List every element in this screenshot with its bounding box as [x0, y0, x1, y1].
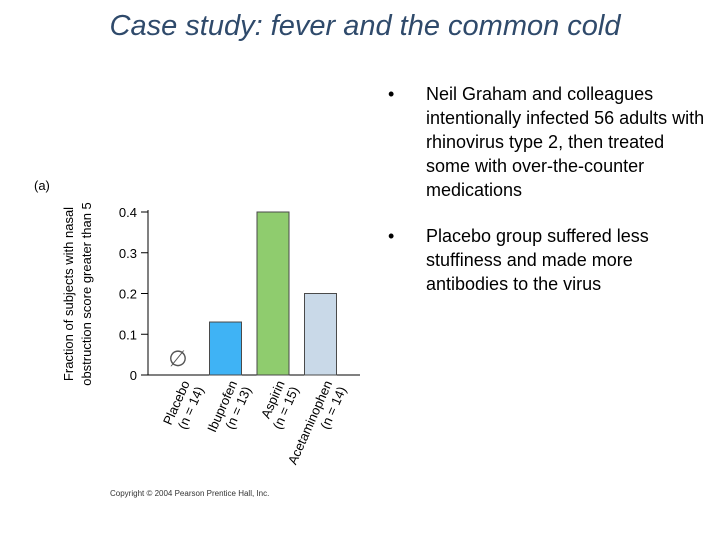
- y-tick-label: 0.4: [119, 205, 137, 220]
- y-tick-label: 0.1: [119, 327, 137, 342]
- empty-set-marker: ∅: [168, 346, 187, 371]
- bullet-dot: •: [388, 226, 395, 246]
- bullet-list: • Neil Graham and colleagues intentional…: [388, 82, 708, 318]
- bullet-text: Neil Graham and colleagues intentionally…: [426, 84, 705, 200]
- y-axis-title: Fraction of subjects with nasal: [61, 207, 76, 381]
- bullet-text: Placebo group suffered less stuffiness a…: [426, 226, 649, 294]
- bullet-item: • Placebo group suffered less stuffiness…: [388, 224, 708, 296]
- bar-chart: (a) Fraction of subjects with nasal obstru…: [34, 178, 360, 467]
- bullet-dot: •: [388, 84, 395, 104]
- bar-aspirin: [256, 211, 290, 376]
- y-tick-label: 0: [130, 368, 137, 383]
- slide-title: Case study: fever and the common cold: [109, 10, 621, 42]
- bullet-item: • Neil Graham and colleagues intentional…: [388, 82, 708, 202]
- copyright-notice: Copyright © 2004 Pearson Prentice Hall, …: [110, 489, 270, 498]
- bar-ibuprofen: [209, 321, 242, 376]
- bar-acetaminophen: [304, 293, 337, 376]
- y-axis-title: obstruction score greater than 5: [79, 202, 94, 386]
- y-tick-label: 0.2: [119, 287, 137, 302]
- y-tick-label: 0.3: [119, 246, 137, 261]
- panel-label: (a): [34, 178, 50, 193]
